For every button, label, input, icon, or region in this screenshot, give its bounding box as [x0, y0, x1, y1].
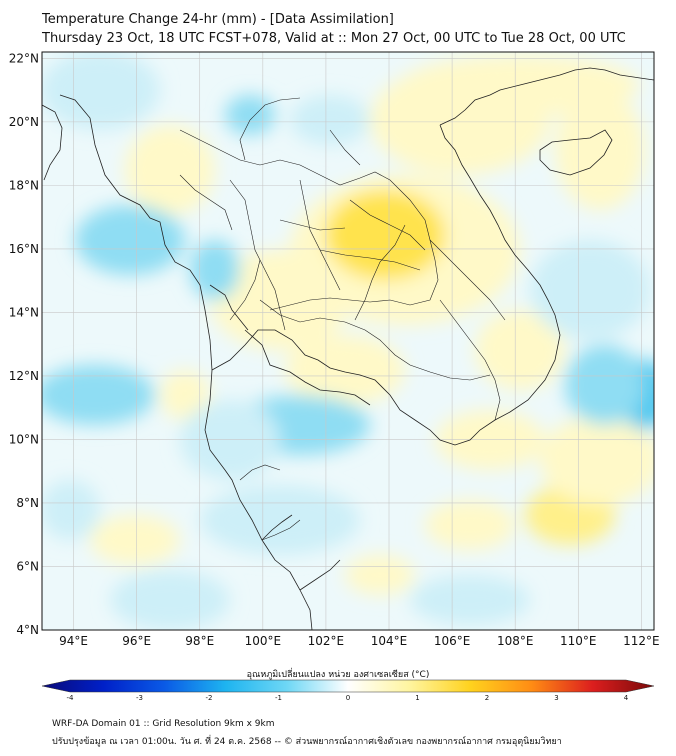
warming-area	[160, 370, 210, 420]
colorbar: -4 -3 -2 -1 0 1 2 3 4	[41, 679, 655, 702]
warming-area	[285, 335, 405, 405]
colorbar-bar	[41, 679, 655, 693]
latitude-label: 14°N	[9, 305, 39, 319]
province-borders	[179, 97, 506, 541]
chart-subtitle: Thursday 23 Oct, 18 UTC FCST+078, Valid …	[42, 31, 626, 46]
longitude-labels: 94°E 96°E 98°E 100°E 102°E 104°E 106°E 108°E 110…	[59, 634, 660, 648]
warming-area	[90, 515, 180, 565]
colorbar-tick-label: 0	[346, 694, 350, 702]
cooling-area	[200, 485, 360, 555]
latitude-label: 12°N	[9, 369, 39, 383]
model-info: WRF-DA Domain 01 :: Grid Resolution 9km …	[52, 719, 275, 729]
cooling-area	[290, 95, 370, 145]
warming-area	[325, 190, 445, 280]
warming-area	[435, 410, 545, 470]
map-frame	[41, 51, 655, 631]
colorbar-tick-label: 4	[624, 694, 629, 702]
latitude-label: 4°N	[16, 623, 39, 637]
cooling-area	[565, 345, 645, 425]
temperature-field	[42, 52, 654, 630]
warming-area	[125, 125, 215, 215]
cooling-area	[75, 205, 185, 275]
cooling-area	[190, 240, 240, 300]
colorbar-tick-label: 2	[485, 694, 489, 702]
cooling-area	[42, 52, 160, 130]
warming-area	[210, 250, 350, 350]
longitude-label: 100°E	[245, 634, 282, 648]
cooling-area	[110, 570, 230, 630]
latitude-label: 16°N	[9, 242, 39, 256]
colorbar-tick-label: 1	[415, 694, 419, 702]
credit-line: ปรับปรุงข้อมูล ณ เวลา 01:00น. วัน ศ. ที่…	[52, 737, 562, 747]
colorbar-tick-label: -1	[275, 694, 282, 702]
coastlines	[42, 67, 654, 630]
cooling-area	[180, 400, 280, 480]
cooling-area	[225, 95, 275, 135]
colorbar-tick-label: -3	[136, 694, 143, 702]
colorbar-ticks: -4 -3 -2 -1 0 1 2 3 4	[67, 694, 629, 702]
warming-area	[555, 90, 645, 210]
latitude-label: 18°N	[9, 178, 39, 192]
colorbar-tick-label: -4	[67, 694, 75, 702]
longitude-label: 98°E	[185, 634, 214, 648]
warming-area	[425, 500, 515, 550]
latitude-labels: 22°N 20°N 18°N 16°N 14°N 12°N 10°N 8°N 6°N 4°N	[9, 51, 39, 637]
longitude-label: 112°E	[623, 634, 660, 648]
latitude-label: 22°N	[9, 51, 39, 65]
warming-area	[540, 415, 654, 505]
colorbar-title: อุณหภูมิเปลี่ยนแปลง หน่วย องศาเซลเซียส (…	[246, 670, 430, 680]
longitude-label: 108°E	[497, 634, 534, 648]
longitude-label: 110°E	[560, 634, 597, 648]
longitude-label: 96°E	[122, 634, 151, 648]
longitude-label: 106°E	[434, 634, 471, 648]
longitude-label: 104°E	[371, 634, 408, 648]
cooling-area	[530, 240, 650, 340]
cooling-area	[42, 365, 155, 425]
latitude-label: 8°N	[16, 496, 39, 510]
cooling-area	[410, 575, 530, 625]
latitude-label: 20°N	[9, 115, 39, 129]
latitude-label: 6°N	[16, 559, 39, 573]
colorbar-tick-label: 3	[554, 694, 558, 702]
warming-area	[345, 555, 415, 595]
cooling-area	[42, 480, 100, 540]
warming-area	[475, 310, 565, 390]
graticule	[42, 52, 654, 630]
longitude-label: 102°E	[308, 634, 345, 648]
colorbar-tick-label: -2	[206, 694, 213, 702]
chart-title: Temperature Change 24-hr (mm) - [Data As…	[42, 12, 394, 27]
latitude-label: 10°N	[9, 432, 39, 446]
longitude-label: 94°E	[59, 634, 88, 648]
